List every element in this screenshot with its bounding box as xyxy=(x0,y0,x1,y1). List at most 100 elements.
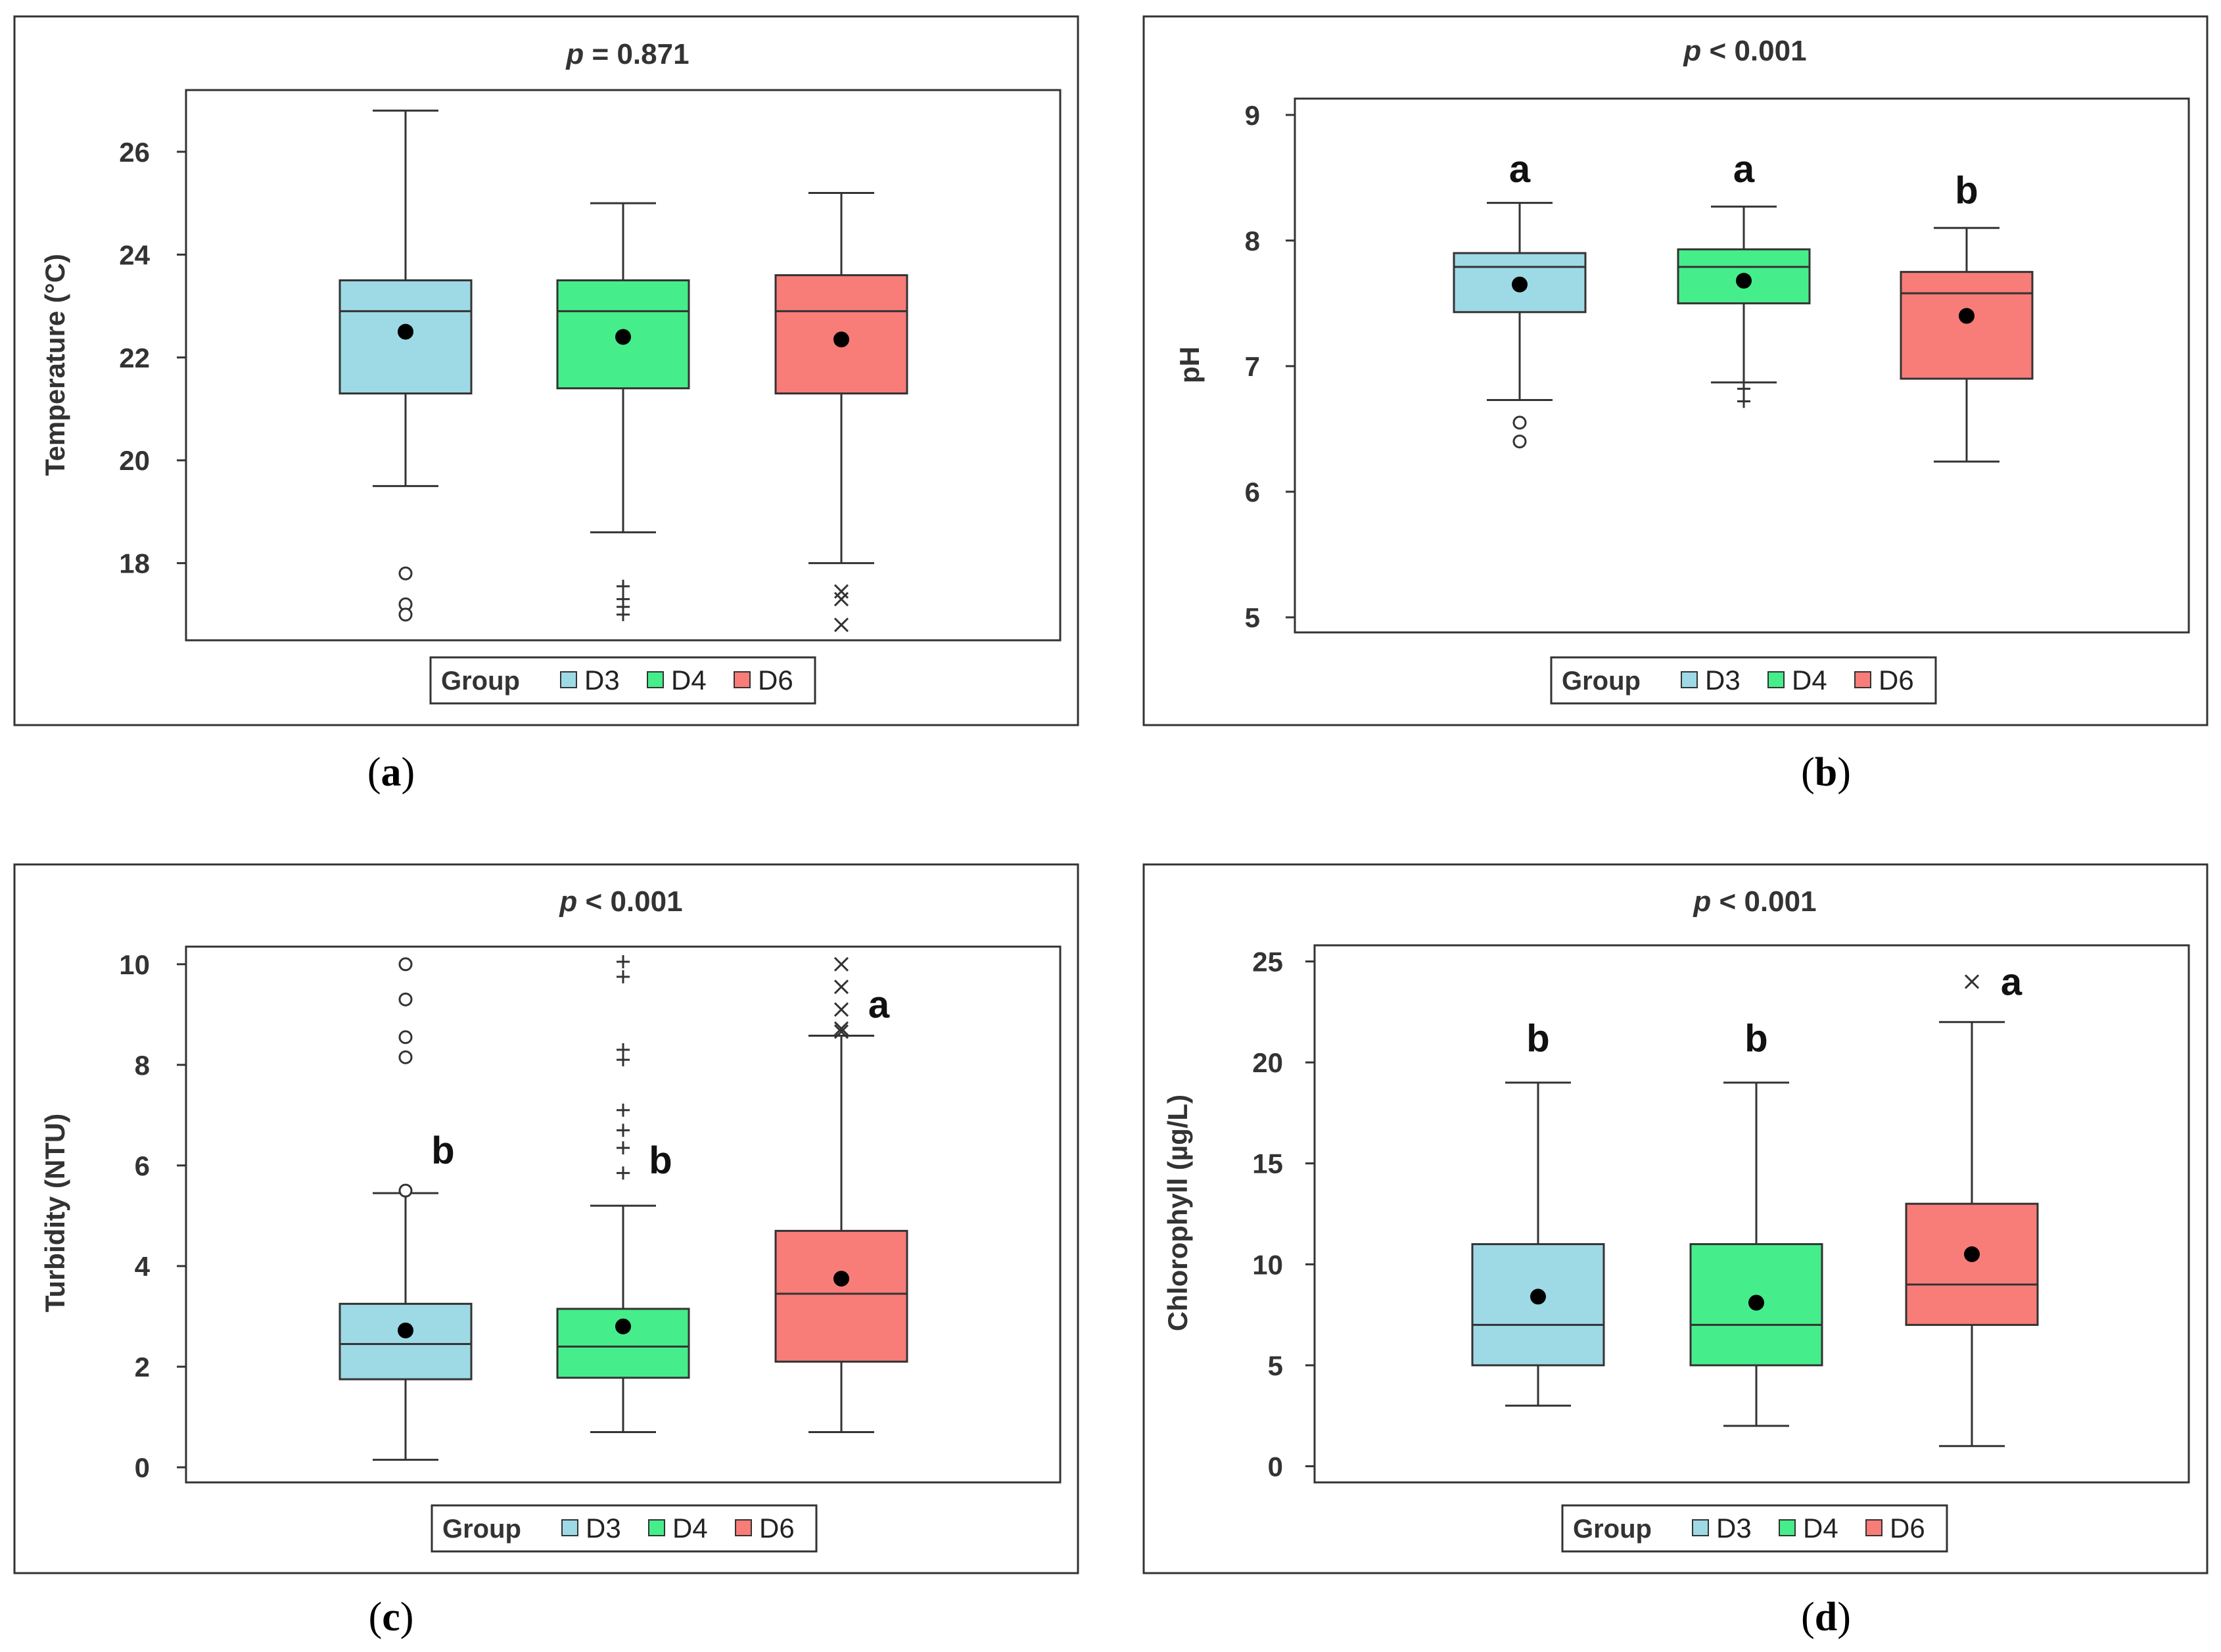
panel-b-d3-mean-point xyxy=(1512,276,1528,293)
panel-d-legend-label-d4: D4 xyxy=(1803,1513,1838,1544)
panel-c-d6-outlier-0 xyxy=(833,956,849,972)
panel-a-legend-label-d4: D4 xyxy=(671,665,707,696)
panel-d-plot-content: 0 5 10 15 20 25 b b a xyxy=(1252,947,2039,1482)
panel-d-legend-label-d3: D3 xyxy=(1716,1513,1752,1544)
panel-c-d3-outlier-1 xyxy=(398,992,413,1006)
panel-c-legend-swatch-d6 xyxy=(735,1519,752,1536)
panel-c-d4-outlier-7 xyxy=(617,1166,630,1180)
panel-d-legend-label-d6: D6 xyxy=(1890,1513,1925,1544)
panel-d-legend: Group D3 D4 D6 xyxy=(1561,1504,1948,1553)
panel-c-legend-label-d3: D3 xyxy=(586,1513,621,1544)
panel-a-d6-mean-point xyxy=(833,331,849,348)
panel-c-plot-content: 0 2 4 6 8 10 b b a xyxy=(119,949,908,1483)
panel-a-legend: Group D3 D4 D6 xyxy=(429,656,816,705)
panel-a-legend-swatch-d4 xyxy=(647,671,664,688)
panel-c-ytick-label-5: 10 xyxy=(119,949,150,980)
panel-b-d6-mean-point xyxy=(1959,308,1975,324)
panel-d-legend-title: Group xyxy=(1573,1515,1652,1544)
panel-c-d4-outlier-6 xyxy=(617,1141,630,1155)
panel-d-d6-box xyxy=(1905,1202,2039,1326)
panel-a: p = 0.871 Temperature (°C) 18 20 22 24 26 Gr… xyxy=(13,15,1079,795)
panel-d-d3-mean-point xyxy=(1530,1288,1546,1305)
panel-c-ylabel: Turbidity (NTU) xyxy=(39,1114,70,1313)
panel-b-legend-swatch-d3 xyxy=(1681,671,1698,688)
panel-a-legend-swatch-d3 xyxy=(560,671,577,688)
panel-b-ytick-label-3: 8 xyxy=(1245,225,1260,256)
panel-b-d6-significance-letter: b xyxy=(1955,169,1978,212)
panel-c-panel-label: (c) xyxy=(369,1595,414,1640)
panel-c-legend: Group D3 D4 D6 xyxy=(431,1504,818,1553)
panel-a-ytick-label-0: 18 xyxy=(119,548,150,579)
panel-a-ytick-label-1: 20 xyxy=(119,445,150,476)
panel-d-ylabel: Chlorophyll (µg/L) xyxy=(1162,1095,1193,1331)
panel-a-title: p = 0.871 xyxy=(565,38,689,70)
panel-b-legend-swatch-d6 xyxy=(1854,671,1871,688)
panel-d-d6-significance-letter: a xyxy=(2001,960,2022,1003)
panel-d-legend-swatch-d4 xyxy=(1779,1519,1796,1536)
panel-b-legend-label-d4: D4 xyxy=(1792,665,1827,696)
panel-c-d6-outlier-3 xyxy=(833,1021,849,1036)
panel-b-ylabel: pH xyxy=(1174,346,1205,383)
panel-c-legend-swatch-d3 xyxy=(561,1519,578,1536)
panel-b-ytick-label-4: 9 xyxy=(1245,100,1260,131)
panel-d-plot-area xyxy=(1313,944,2190,1484)
panel-a-legend-label-d3: D3 xyxy=(584,665,620,696)
panel-c-d3-box xyxy=(339,1302,473,1381)
panel-a-d4-outlier-3 xyxy=(617,607,630,621)
panel-a-ylabel: Temperature (°C) xyxy=(39,254,70,476)
panel-c-d3-outlier-4 xyxy=(398,1183,413,1198)
panel-c-d4-outlier-5 xyxy=(617,1123,630,1137)
panel-a-d6-outlier-1 xyxy=(833,592,849,607)
panel-c-d3-mean-point xyxy=(398,1322,413,1338)
panel-d-ytick-label-0: 0 xyxy=(1268,1451,1283,1482)
panel-a-legend-frame xyxy=(429,656,816,705)
panel-c-d6-box xyxy=(774,1229,908,1363)
panel-d-ytick-label-4: 20 xyxy=(1252,1047,1283,1078)
panel-c-d3-outlier-0 xyxy=(398,957,413,972)
panel-a-legend-swatch-d6 xyxy=(734,671,751,688)
panel-b-d3-significance-letter: a xyxy=(1509,148,1531,191)
panel-b-title: p < 0.001 xyxy=(1683,35,1806,67)
panel-a-panel-label: (a) xyxy=(367,750,415,795)
panel-d-ytick-label-2: 10 xyxy=(1252,1249,1283,1280)
panel-a-ytick-label-3: 24 xyxy=(119,239,150,270)
panel-d-d6-mean-point xyxy=(1964,1246,1980,1262)
panel-a-d3-box xyxy=(339,279,473,395)
panel-c-legend-label-d6: D6 xyxy=(759,1513,795,1544)
panel-a-plot-content: 18 20 22 24 26 xyxy=(119,109,908,632)
panel-c-d4-outlier-0 xyxy=(617,955,630,968)
panel-c-ytick-label-0: 0 xyxy=(135,1452,150,1483)
panel-b-d3-outlier-0 xyxy=(1512,415,1527,430)
panel-d-legend-swatch-d6 xyxy=(1865,1519,1882,1536)
panel-d-d6-outlier-0 xyxy=(1964,974,1980,989)
panel-c-ytick-label-2: 4 xyxy=(135,1251,151,1282)
panel-b-ytick-label-2: 7 xyxy=(1245,351,1260,382)
panel-a-d6-outlier-2 xyxy=(833,617,849,632)
panel-b-panel-label: (b) xyxy=(1801,750,1851,795)
panel-c-d3-outlier-3 xyxy=(398,1050,413,1064)
panel-a-legend-label-d6: D6 xyxy=(758,665,793,696)
panel-c-legend-swatch-d4 xyxy=(648,1519,665,1536)
panel-c-d4-outlier-3 xyxy=(617,1053,630,1067)
panel-c-d6-significance-letter: a xyxy=(868,983,890,1026)
panel-a-ytick-label-4: 26 xyxy=(119,137,150,168)
panel-d-ytick-label-1: 5 xyxy=(1268,1350,1283,1381)
panel-b-ytick-label-1: 6 xyxy=(1245,477,1260,507)
panel-c-d6-mean-point xyxy=(833,1271,849,1287)
panel-a-d3-outlier-2 xyxy=(398,607,413,622)
panel-b-d6-box xyxy=(1900,271,2034,380)
panel-c-legend-frame xyxy=(431,1504,818,1553)
panel-d-d3-significance-letter: b xyxy=(1526,1017,1549,1060)
panel-c-legend-title: Group xyxy=(442,1515,521,1544)
panel-b-legend-frame xyxy=(1550,656,1937,705)
panel-c-d6-outlier-2 xyxy=(833,1002,849,1017)
panel-d-legend-frame xyxy=(1561,1504,1948,1553)
panel-b-legend-label-d3: D3 xyxy=(1705,665,1741,696)
panel-a-d3-outlier-0 xyxy=(398,566,413,580)
panel-d-ytick-label-3: 15 xyxy=(1252,1148,1283,1179)
panel-c-d3-outlier-2 xyxy=(398,1030,413,1045)
panel-c-title: p < 0.001 xyxy=(559,885,682,918)
panel-b-d4-significance-letter: a xyxy=(1733,148,1755,191)
panel-c-ytick-label-1: 2 xyxy=(135,1352,150,1382)
